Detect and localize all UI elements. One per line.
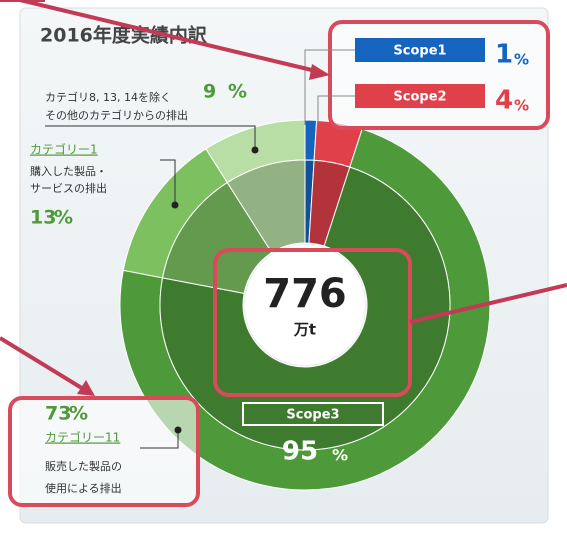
leader	[140, 430, 179, 449]
callout-box	[213, 248, 412, 397]
leader	[317, 95, 355, 125]
scope3-value: 95	[282, 437, 318, 467]
others-value: 9	[203, 81, 216, 103]
arrow	[19, 0, 321, 74]
cat11-desc: 販売した製品の	[45, 459, 122, 473]
inner-segment	[159, 166, 451, 451]
arrow	[409, 283, 567, 324]
cat11-unit: %	[69, 403, 88, 425]
others-unit: %	[228, 81, 247, 103]
scope1-tag	[355, 38, 485, 62]
title: 2016年度実績内訳	[40, 24, 208, 47]
callout-box	[8, 396, 200, 507]
scope2-tag	[355, 84, 485, 108]
scope1-unit: %	[514, 51, 529, 69]
leader	[160, 159, 176, 205]
leader-dot	[174, 426, 182, 434]
leader	[45, 125, 256, 150]
cat11-name: カテゴリー11	[45, 430, 120, 445]
cat1-desc: サービスの排出	[30, 181, 107, 195]
total-value: 776	[263, 271, 347, 317]
leader-dot	[251, 146, 259, 154]
scope1-label: Scope1	[393, 44, 446, 59]
scope3-unit: %	[332, 446, 348, 465]
arrowhead	[309, 64, 330, 80]
leader-dot	[171, 201, 179, 209]
scope2-unit: %	[514, 97, 529, 115]
scope3-box	[242, 402, 384, 426]
cat11-desc: 使用による排出	[45, 481, 122, 495]
arrowhead	[77, 380, 95, 396]
arrow	[0, 336, 87, 392]
donut	[119, 119, 491, 491]
cat1-desc: 購入した製品・	[30, 164, 107, 178]
scope1-value: 1	[495, 40, 513, 70]
cat1-name: カテゴリー1	[30, 142, 98, 157]
scope2-value: 4	[495, 86, 513, 116]
others-desc: カテゴリ8, 13, 14を除く	[45, 90, 171, 104]
cat11-value: 73	[45, 403, 71, 425]
center-disc	[245, 245, 365, 365]
scope2-label: Scope2	[393, 90, 446, 105]
cat1-value: 13	[30, 207, 56, 229]
others-desc: その他のカテゴリからの排出	[45, 108, 188, 122]
total-unit: 万t	[293, 321, 316, 339]
scope3-label: Scope3	[286, 408, 339, 423]
cat1-unit: %	[54, 207, 73, 229]
leader	[304, 49, 355, 125]
